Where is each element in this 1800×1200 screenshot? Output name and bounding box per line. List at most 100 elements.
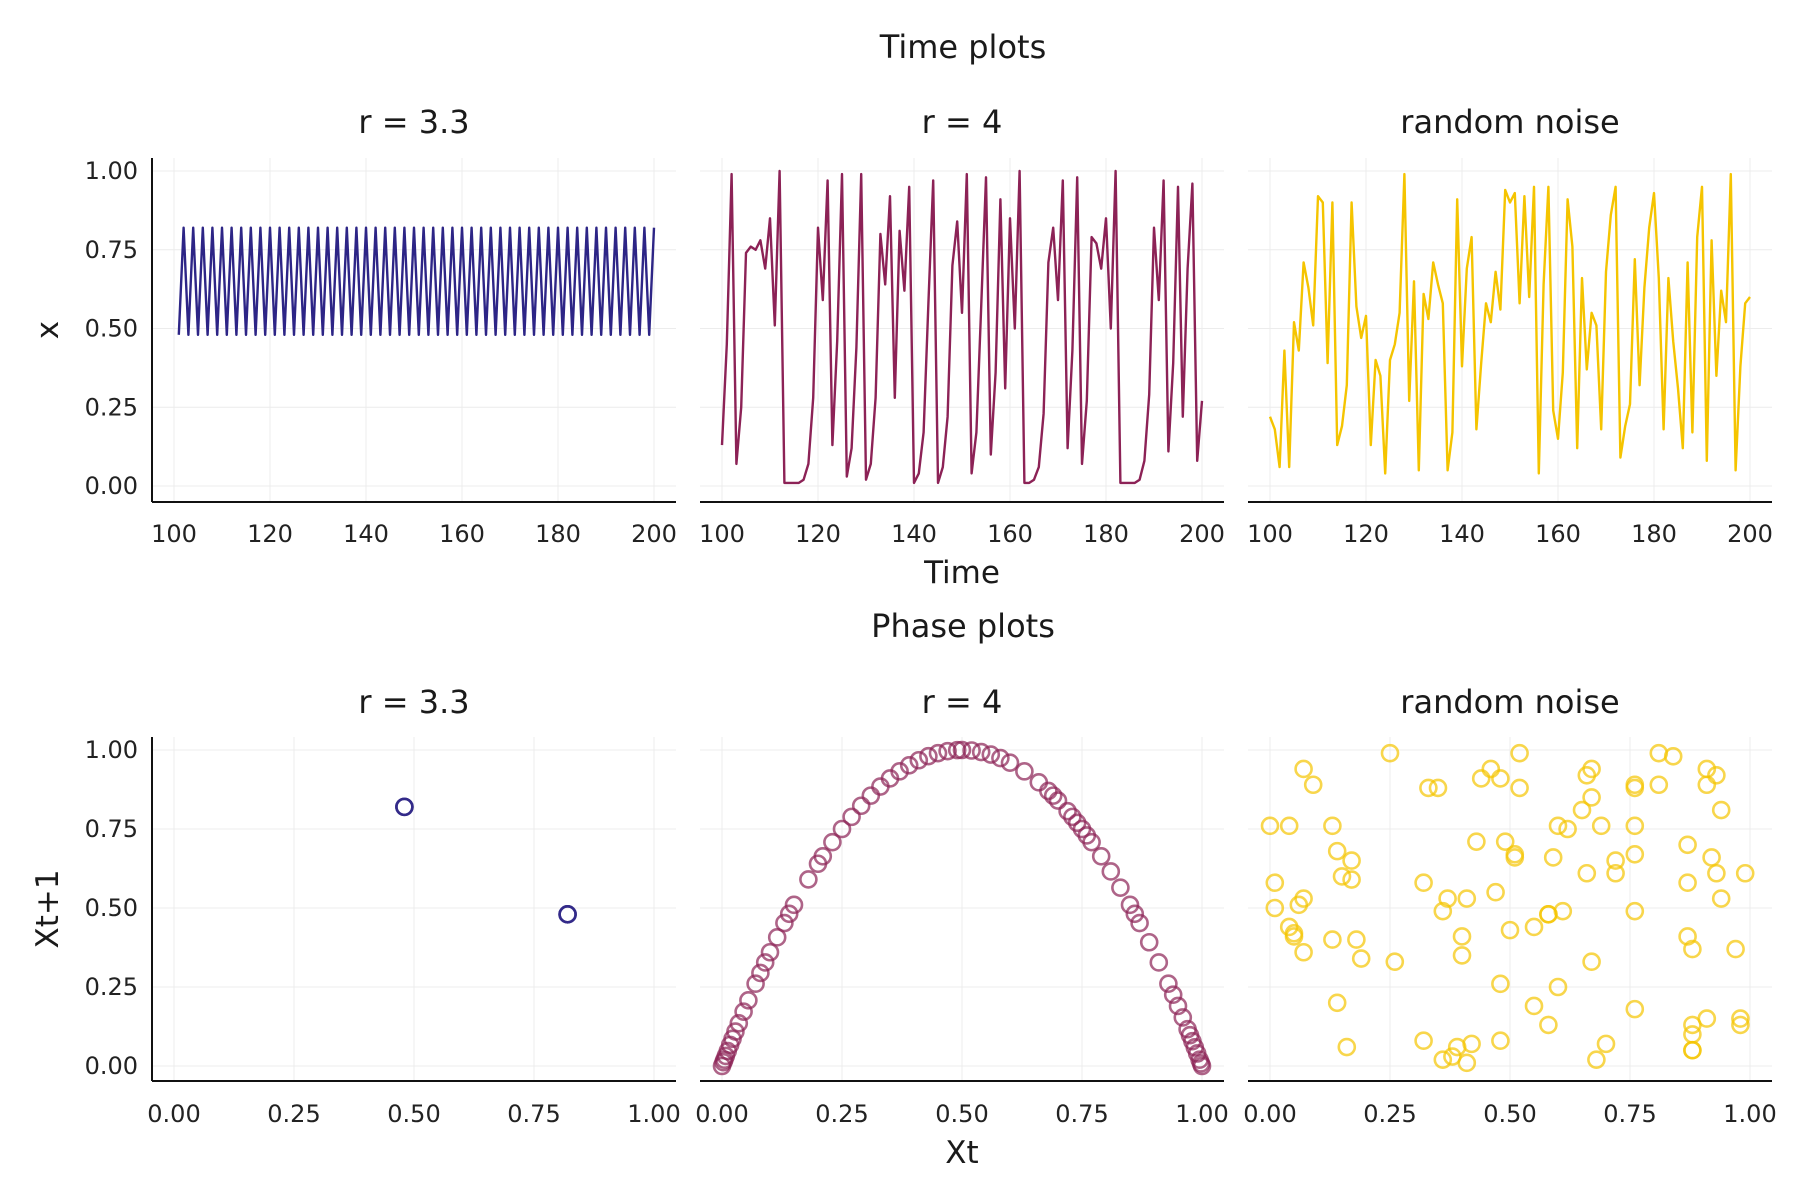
x-tick-label: 0.25 bbox=[1363, 1100, 1416, 1128]
x-tick-label: 0.25 bbox=[815, 1100, 868, 1128]
y-tick-label: 0.50 bbox=[85, 315, 138, 343]
scatter-point bbox=[952, 740, 972, 760]
scatter-point bbox=[751, 963, 770, 983]
x-tick-label: 1.00 bbox=[1723, 1100, 1776, 1128]
x-tick-label: 180 bbox=[535, 520, 581, 548]
scatter-point bbox=[1414, 873, 1433, 893]
panel-phase-2: r = 4 0.00 0.25 0.50 0.75 1.00 Xt bbox=[695, 683, 1228, 1171]
scatter-point bbox=[1438, 889, 1457, 908]
scatter-point bbox=[1159, 974, 1178, 994]
y-tick-label: 0.00 bbox=[85, 1052, 138, 1080]
panel-title: random noise bbox=[1400, 683, 1619, 721]
scatter-point bbox=[1303, 775, 1323, 795]
scatter-point bbox=[799, 870, 818, 889]
grid bbox=[700, 158, 1224, 502]
scatter-point bbox=[1428, 778, 1448, 798]
scatter-point bbox=[1462, 1034, 1481, 1054]
scatter-point bbox=[1111, 878, 1130, 897]
scatter-point bbox=[1539, 1015, 1558, 1035]
y-tick-label: 0.25 bbox=[85, 393, 138, 421]
scatter-point bbox=[1471, 769, 1491, 788]
grid bbox=[152, 158, 676, 502]
scatter-point bbox=[1125, 904, 1145, 924]
scatter-point bbox=[1486, 882, 1505, 902]
panel-time-2: r = 4 100 120 140 160 180 200 Time bbox=[699, 103, 1225, 591]
x-tick-label: 0.75 bbox=[1055, 1100, 1108, 1128]
y-tick-label: 0.75 bbox=[85, 815, 138, 843]
panels-container: r = 3.3 100 120 140 160 180 200 0.00 0.25 0.50 0.7… bbox=[30, 103, 1777, 1171]
panel-phase-1: r = 3.3 0.00 0.25 0.50 0.75 1.00 0.00 0.25 0.50 0… bbox=[30, 683, 681, 1128]
scatter-point bbox=[1606, 863, 1625, 883]
scatter-point bbox=[1168, 996, 1188, 1016]
y-axis-title: x bbox=[30, 321, 66, 339]
scatter-point bbox=[1702, 848, 1721, 867]
scatter-point bbox=[1596, 1034, 1616, 1054]
scatter-point bbox=[1433, 1050, 1453, 1069]
scatter-point bbox=[1294, 889, 1313, 908]
x-tick-label: 140 bbox=[1439, 520, 1485, 548]
scatter-point bbox=[1577, 863, 1597, 883]
y-tick-label: 0.75 bbox=[85, 236, 138, 264]
scatter-point bbox=[739, 991, 758, 1010]
scatter-point bbox=[1649, 775, 1669, 795]
x-tick-label: 100 bbox=[699, 520, 745, 548]
y-tick-label: 0.25 bbox=[85, 973, 138, 1001]
scatter-point bbox=[1572, 800, 1592, 820]
x-tick-label: 160 bbox=[987, 520, 1033, 548]
scatter-point bbox=[784, 895, 804, 915]
x-tick-label: 120 bbox=[247, 520, 293, 548]
scatter-point bbox=[1091, 847, 1111, 866]
panel-phase-3: random noise 0.00 0.25 0.50 0.75 1.00 bbox=[1243, 683, 1776, 1128]
y-tick-label: 1.00 bbox=[85, 157, 138, 185]
x-tick-label: 140 bbox=[343, 520, 389, 548]
y-axis-title: Xt+1 bbox=[30, 869, 66, 948]
scatter-point bbox=[1548, 816, 1568, 836]
scatter-point bbox=[962, 741, 981, 760]
scatter-point bbox=[1582, 788, 1601, 807]
scatter-point bbox=[1149, 953, 1169, 972]
scatter-point bbox=[1048, 791, 1068, 810]
scatter-point bbox=[1495, 832, 1515, 851]
x-axis-title: Time bbox=[923, 555, 1000, 591]
scatter-point bbox=[1327, 841, 1347, 861]
scatter-point bbox=[734, 1002, 753, 1021]
x-tick-label: 0.00 bbox=[1243, 1100, 1296, 1128]
scatter-point bbox=[1173, 1008, 1193, 1027]
scatter-point bbox=[1457, 889, 1477, 908]
panel-title: r = 3.3 bbox=[358, 683, 469, 721]
scatter-point bbox=[1265, 873, 1285, 893]
scatter-point bbox=[1591, 816, 1611, 836]
series-line bbox=[177, 226, 656, 336]
scatter-point bbox=[1139, 932, 1159, 952]
scatter-point bbox=[1510, 743, 1529, 763]
scatter-point bbox=[1294, 942, 1313, 962]
scatter-point bbox=[1419, 778, 1438, 798]
scatter-point bbox=[1327, 993, 1347, 1013]
x-tick-label: 0.75 bbox=[507, 1100, 560, 1128]
scatter-point bbox=[1323, 816, 1342, 836]
x-tick-label: 100 bbox=[151, 520, 197, 548]
grid bbox=[1248, 158, 1772, 502]
scatter-point bbox=[1553, 901, 1573, 921]
x-tick-label: 0.75 bbox=[1603, 1100, 1656, 1128]
scatter-point bbox=[1101, 862, 1121, 881]
x-tick-label: 180 bbox=[1083, 520, 1129, 548]
scatter-point bbox=[1015, 762, 1034, 781]
panel-time-1: r = 3.3 100 120 140 160 180 200 0.00 0.25 0.50 0.7… bbox=[30, 103, 677, 548]
panel-title: random noise bbox=[1400, 103, 1619, 141]
panel-title: r = 4 bbox=[922, 103, 1003, 141]
phase-plots-title: Phase plots bbox=[871, 607, 1055, 645]
series-line bbox=[1268, 172, 1751, 475]
scatter-point bbox=[395, 797, 414, 817]
scatter-point bbox=[1582, 759, 1601, 779]
scatter-point bbox=[1524, 996, 1544, 1016]
x-tick-label: 0.25 bbox=[267, 1100, 320, 1128]
x-tick-label: 180 bbox=[1631, 520, 1677, 548]
scatter-point bbox=[1726, 939, 1745, 959]
scatter-point bbox=[1279, 816, 1299, 836]
x-tick-label: 0.50 bbox=[387, 1100, 440, 1128]
scatter-point bbox=[1342, 851, 1361, 870]
x-tick-label: 120 bbox=[1343, 520, 1389, 548]
scatter-point bbox=[899, 755, 919, 775]
